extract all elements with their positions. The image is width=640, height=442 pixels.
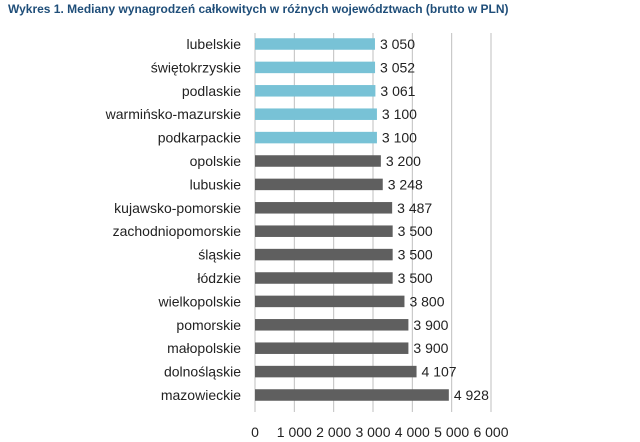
value-label: 3 500 bbox=[398, 223, 433, 239]
bar bbox=[255, 108, 377, 120]
chart-title: Wykres 1. Mediany wynagrodzeń całkowityc… bbox=[8, 2, 509, 16]
x-tick-label: 5 000 bbox=[434, 424, 469, 440]
bar bbox=[255, 131, 377, 144]
category-label: lubelskie bbox=[187, 36, 242, 52]
x-axis-tick-labels: 0 1 000 2 000 3 000 4 000 5 000 6 000 bbox=[251, 424, 509, 440]
bar bbox=[255, 61, 376, 74]
value-label: 3 050 bbox=[380, 36, 415, 52]
bar bbox=[255, 202, 393, 214]
x-tick-label: 1 000 bbox=[277, 424, 312, 440]
value-label: 3 900 bbox=[413, 340, 448, 356]
bar bbox=[255, 85, 376, 97]
value-label: 4 928 bbox=[454, 387, 489, 403]
bars bbox=[255, 38, 449, 401]
category-label: łódzkie bbox=[197, 270, 241, 286]
category-label: małopolskie bbox=[167, 340, 241, 356]
value-label: 3 487 bbox=[397, 200, 432, 216]
category-label: opolskie bbox=[190, 153, 242, 169]
bar bbox=[255, 295, 405, 308]
category-label: kujawsko-pomorskie bbox=[114, 200, 241, 216]
bar bbox=[255, 272, 393, 284]
value-label: 3 200 bbox=[386, 153, 421, 169]
value-label: 3 100 bbox=[382, 106, 417, 122]
x-tick-label: 0 bbox=[251, 424, 259, 440]
x-tick-label: 4 000 bbox=[395, 424, 430, 440]
bar bbox=[255, 365, 417, 378]
category-label: podkarpackie bbox=[158, 130, 241, 146]
value-label: 3 052 bbox=[380, 59, 415, 75]
value-label: 4 107 bbox=[422, 364, 457, 380]
x-tick-label: 3 000 bbox=[355, 424, 390, 440]
x-tick-label: 2 000 bbox=[316, 424, 351, 440]
bar bbox=[255, 178, 383, 191]
x-tick-label: 6 000 bbox=[473, 424, 508, 440]
category-label: dolnośląskie bbox=[164, 364, 241, 380]
category-label: warmińsko-mazurskie bbox=[105, 106, 242, 122]
category-label: wielkopolskie bbox=[158, 293, 242, 309]
bar bbox=[255, 248, 393, 261]
bar bbox=[255, 342, 409, 354]
bar bbox=[255, 389, 449, 401]
category-labels: lubelskie świętokrzyskie podlaskie warmińsk… bbox=[105, 36, 242, 403]
category-label: pomorskie bbox=[176, 317, 241, 333]
category-label: świętokrzyskie bbox=[151, 59, 241, 75]
category-label: zachodniopomorskie bbox=[113, 223, 242, 239]
category-label: śląskie bbox=[198, 247, 241, 263]
category-label: podlaskie bbox=[182, 83, 241, 99]
bar bbox=[255, 319, 409, 331]
value-label: 3 500 bbox=[398, 270, 433, 286]
bar bbox=[255, 155, 381, 167]
value-label: 3 500 bbox=[398, 247, 433, 263]
category-label: mazowieckie bbox=[161, 387, 241, 403]
value-label: 3 248 bbox=[388, 176, 423, 192]
value-label: 3 061 bbox=[380, 83, 415, 99]
bar bbox=[255, 38, 375, 50]
value-label: 3 800 bbox=[409, 293, 444, 309]
value-labels: 3 050 3 052 3 061 3 100 3 100 3 200 3 248 3 487… bbox=[380, 36, 489, 403]
value-label: 3 900 bbox=[413, 317, 448, 333]
value-label: 3 100 bbox=[382, 130, 417, 146]
category-label: lubuskie bbox=[190, 176, 242, 192]
bar bbox=[255, 225, 393, 237]
